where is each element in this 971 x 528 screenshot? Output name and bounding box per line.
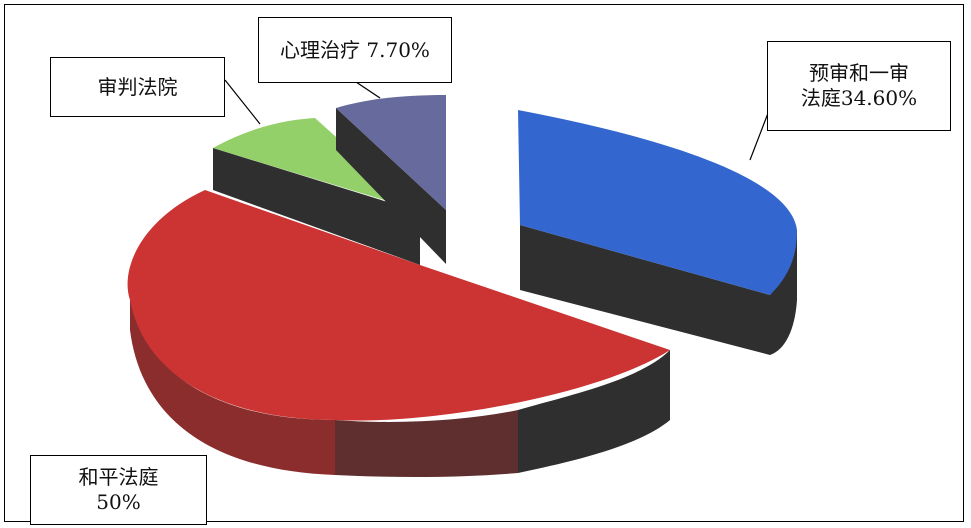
label-peace-court-line-1: 和平法庭 [78,465,159,489]
label-peace-court: 和平法庭 50% [30,455,207,525]
pie-slice-red [127,190,670,478]
pie-slice-green-side [213,148,420,265]
pie-slice-blue-side [520,225,797,355]
leader-line-blue [749,107,771,161]
label-trial-court: 审判法院 [50,57,225,117]
pie-slice-purple [336,95,446,264]
pie-slice-blue-top [518,110,797,295]
label-psychotherapy: 心理治疗 7.70% [258,17,452,83]
leader-line-green [224,79,261,125]
pie-slice-purple-top [336,95,446,210]
chart-frame [4,4,964,522]
pie-slice-purple-side [336,108,446,264]
pie-slice-red-top [127,190,670,421]
label-peace-court-line-2: 50% [96,490,141,514]
pie-slice-red-side-mid [335,410,518,478]
pie-slice-red-side-right [518,350,670,473]
label-pretrial-court-line-2: 法庭34.60% [800,86,918,110]
pie-slice-green-top [213,118,417,210]
pie-slice-red-side-front [130,285,335,475]
label-pretrial-court-line-1: 预审和一审 [809,61,909,85]
label-psychotherapy-line-1: 心理治疗 7.70% [280,37,430,62]
pie-slice-green [213,118,420,265]
pie-slice-blue [518,110,797,355]
label-trial-court-line-1: 审判法院 [97,74,178,99]
label-pretrial-court: 预审和一审 法庭34.60% [767,41,951,131]
